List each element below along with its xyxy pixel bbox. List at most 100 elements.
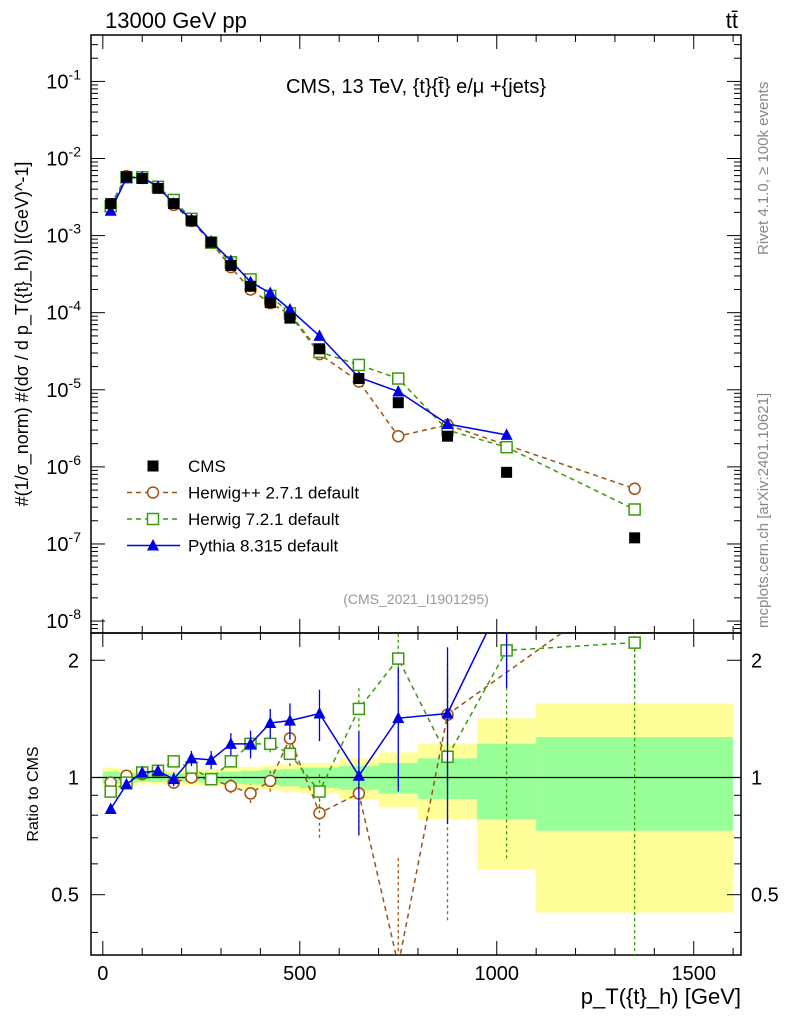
ratio-point-pythia xyxy=(501,585,513,597)
legend-label: Herwig++ 2.7.1 default xyxy=(188,484,359,503)
ratio-point-pythia xyxy=(264,716,277,729)
ratio-point-pythia xyxy=(167,772,180,785)
main-y-tick-label: 10-4 xyxy=(46,298,81,325)
ratio-line-pythia xyxy=(110,633,488,810)
ratio-point-pythia xyxy=(352,769,365,781)
main-point-cms xyxy=(245,280,257,292)
main-point-cms xyxy=(185,215,197,227)
ratio-point-herwig7 xyxy=(204,772,218,786)
legend-marker xyxy=(147,460,159,472)
header-process-label: tt̄ xyxy=(726,8,738,33)
main-point-cms xyxy=(313,343,325,355)
main-point-cms xyxy=(442,430,454,442)
legend-marker xyxy=(147,539,159,551)
ratio-point-herwig7 xyxy=(224,755,238,768)
legend-marker xyxy=(146,512,160,526)
ratio-band-inner xyxy=(477,743,537,820)
legend-label: CMS xyxy=(188,457,226,476)
main-point-herwig7 xyxy=(628,503,641,516)
x-tick-label: 500 xyxy=(283,963,316,985)
mcplots-label: mcplots.cern.ch [arXiv:2401.10621] xyxy=(755,393,772,628)
main-point-cms xyxy=(353,373,365,385)
ratio-point-pythia xyxy=(205,753,218,765)
main-point-pythia xyxy=(500,428,513,440)
main-line-pythia xyxy=(110,176,507,436)
main-y-axis: 10-8 10-7 10-6 10-5 10-4 10-3 10-2 10-1 xyxy=(46,34,741,634)
ratio-uncertainty-bands xyxy=(91,703,741,913)
ratio-point-herwig7 xyxy=(352,702,366,716)
main-point-cms xyxy=(284,312,296,324)
main-y-tick-label: 10-5 xyxy=(46,375,81,402)
main-point-pythia xyxy=(441,417,454,429)
main-point-cms xyxy=(205,236,217,248)
main-point-pythia xyxy=(283,302,296,315)
ratio-plot-frame xyxy=(90,632,742,956)
main-point-herwig7 xyxy=(352,358,366,372)
main-y-tick-label: 10-2 xyxy=(46,144,81,171)
ratio-point-pythia xyxy=(392,711,405,724)
ratio-data-series xyxy=(104,575,641,970)
main-point-cms xyxy=(152,182,164,194)
ratio-y-tick-label-right: 2 xyxy=(751,650,762,672)
main-y-tick-label: 10-8 xyxy=(46,606,81,633)
ratio-point-herwig7 xyxy=(283,747,297,761)
x-tick-label: 0 xyxy=(97,963,108,985)
ratio-point-herwig7 xyxy=(104,785,117,798)
ratio-point-herwig7 xyxy=(313,785,326,798)
ratio-point-herwig7 xyxy=(628,636,641,649)
legend-entry-herwigpp: Herwig++ 2.7.1 default xyxy=(127,484,359,503)
ratio-point-pythia xyxy=(283,714,296,726)
ratio-point-herwig7 xyxy=(167,755,180,768)
legend-entry-herwig7: Herwig 7.2.1 default xyxy=(127,510,339,529)
x-axis: 0 500 1000 1500 xyxy=(97,35,734,985)
legend-entry-pythia: Pythia 8.315 default xyxy=(127,537,339,556)
main-point-pythia xyxy=(392,384,405,397)
ratio-point-pythia xyxy=(185,751,198,764)
ratio-y-axis: 0.5 0.5 1 1 2 2 xyxy=(51,650,779,933)
main-y-tick-label: 10-7 xyxy=(46,529,81,556)
main-y-tick-label: 10-3 xyxy=(46,221,81,248)
ratio-point-pythia xyxy=(120,777,133,790)
x-tick-label: 1000 xyxy=(475,963,520,985)
legend: CMS Herwig++ 2.7.1 default Herwig 7.2.1 de… xyxy=(127,457,359,556)
main-point-pythia xyxy=(104,204,117,216)
main-y-tick-label: 10-1 xyxy=(46,66,81,93)
ratio-y-tick-label: 2 xyxy=(68,650,79,672)
legend-marker xyxy=(146,486,160,499)
ratio-point-herwig7 xyxy=(263,737,277,751)
analysis-watermark: (CMS_2021_I1901295) xyxy=(343,591,489,607)
chart-title: CMS, 13 TeV, {t}{t̄} e/μ +{jets} xyxy=(286,76,546,98)
main-point-herwig7 xyxy=(500,440,513,454)
ratio-point-herwigpp xyxy=(263,774,277,788)
ratio-y-axis-label: Ratio to CMS xyxy=(25,746,42,841)
main-point-cms xyxy=(225,259,237,271)
main-point-cms xyxy=(392,397,404,409)
legend-label: Pythia 8.315 default xyxy=(188,537,339,556)
x-axis-label: p_T({t}_h) [GeV] xyxy=(581,984,741,1009)
ratio-point-pythia xyxy=(136,765,149,778)
main-point-herwigpp xyxy=(392,429,405,443)
ratio-point-herwigpp xyxy=(629,575,640,586)
legend-entry-cms: CMS xyxy=(147,457,226,476)
x-tick-label: 1500 xyxy=(671,963,716,985)
ratio-y-tick-label: 0.5 xyxy=(51,885,79,907)
main-point-pythia xyxy=(264,286,277,299)
main-y-axis-label: #(1/σ_norm) #(dσ / d p_T({t}_h)) [(GeV)^… xyxy=(12,162,33,507)
ratio-point-pythia xyxy=(441,706,454,719)
rivet-version-label: Rivet 4.1.0, ≥ 100k events xyxy=(755,82,772,255)
ratio-point-herwigpp xyxy=(244,787,257,800)
header-collision-label: 13000 GeV pp xyxy=(105,8,247,33)
ratio-y-tick-label-right: 0.5 xyxy=(751,885,779,907)
main-y-tick-label: 10-6 xyxy=(46,452,81,479)
ratio-y-tick-label-right: 1 xyxy=(751,767,762,789)
main-data-series xyxy=(104,169,641,544)
ratio-y-tick-label: 1 xyxy=(68,767,79,789)
ratio-point-herwigpp xyxy=(224,779,238,793)
main-point-cms xyxy=(629,532,641,544)
main-point-cms xyxy=(168,198,180,210)
ratio-point-herwigpp xyxy=(393,959,404,970)
ratio-point-herwig7 xyxy=(392,652,405,665)
main-point-cms xyxy=(136,173,148,185)
main-point-cms xyxy=(105,198,117,210)
